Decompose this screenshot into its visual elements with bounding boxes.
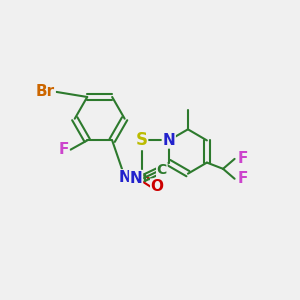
Text: C: C <box>157 163 167 177</box>
Text: F: F <box>237 171 248 186</box>
Text: O: O <box>151 179 164 194</box>
Text: F: F <box>58 142 69 157</box>
Text: ·H: ·H <box>132 172 147 185</box>
Text: N: N <box>130 171 142 186</box>
Text: N: N <box>118 170 131 185</box>
Text: S: S <box>136 131 148 149</box>
Text: Br: Br <box>36 84 55 99</box>
Text: N: N <box>162 133 175 148</box>
Text: F: F <box>237 152 248 166</box>
